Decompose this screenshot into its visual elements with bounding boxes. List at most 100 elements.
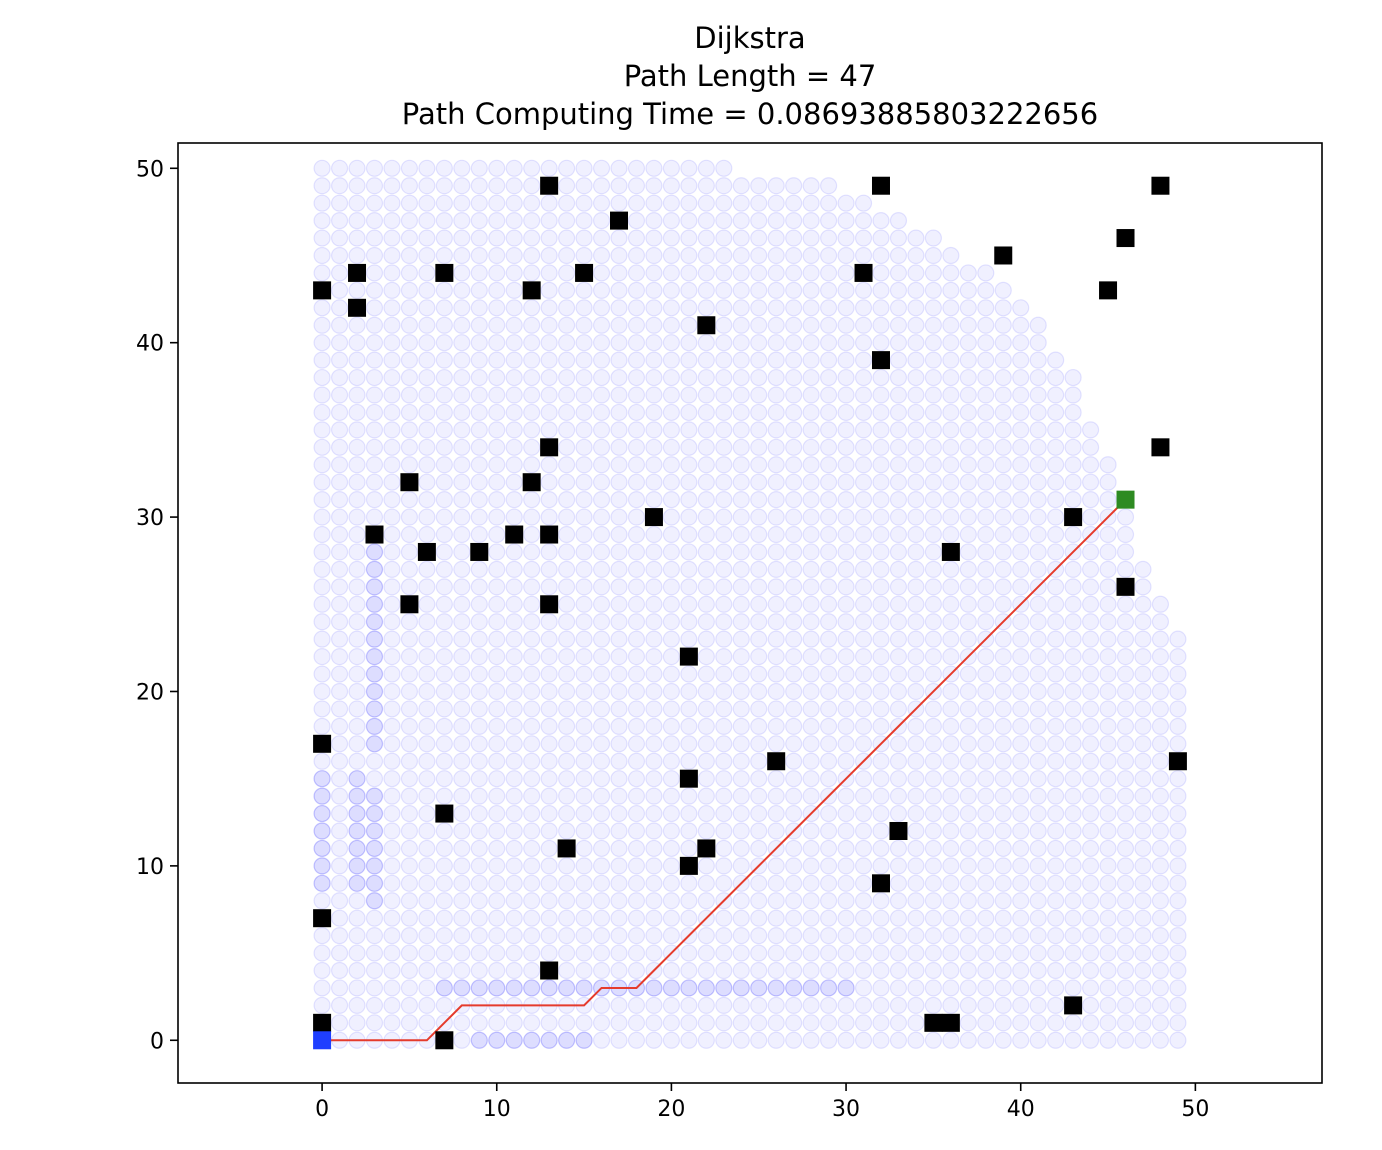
explored-point	[400, 491, 419, 509]
explored-point	[575, 804, 593, 823]
explored-point	[1081, 735, 1100, 753]
explored-point	[994, 560, 1012, 579]
explored-point	[837, 334, 855, 352]
explored-point	[680, 473, 698, 491]
explored-point	[942, 473, 960, 491]
explored-point	[313, 578, 331, 596]
explored-point	[785, 804, 803, 823]
explored-point	[1064, 613, 1082, 631]
explored-point	[1099, 944, 1117, 962]
obstacle-cell	[470, 542, 489, 561]
explored-point	[959, 735, 977, 753]
explored-point	[837, 560, 855, 579]
explored-point	[942, 630, 960, 648]
explored-point	[1081, 647, 1100, 666]
explored-point	[1064, 787, 1082, 805]
explored-point	[977, 804, 995, 823]
explored-point	[785, 787, 803, 805]
explored-point	[540, 700, 558, 718]
explored-point	[645, 264, 663, 282]
explored-point	[330, 961, 349, 980]
revisited-point	[365, 595, 384, 613]
explored-point	[1151, 770, 1170, 788]
explored-point	[889, 246, 908, 265]
explored-point	[313, 839, 331, 858]
explored-point	[732, 246, 750, 265]
explored-point	[435, 961, 453, 980]
explored-point	[383, 857, 401, 875]
explored-point	[453, 717, 471, 735]
explored-point	[697, 246, 715, 265]
revisited-point	[662, 979, 681, 997]
explored-point	[715, 735, 733, 753]
explored-point	[959, 700, 977, 718]
explored-point	[383, 909, 401, 927]
explored-point	[889, 473, 908, 491]
explored-point	[837, 717, 855, 735]
explored-point	[662, 368, 681, 387]
obstacle-cell	[557, 839, 576, 858]
explored-point	[662, 438, 681, 456]
explored-point	[1151, 682, 1170, 701]
explored-point	[365, 299, 384, 317]
explored-point	[540, 386, 558, 404]
explored-point	[348, 630, 366, 648]
path-line	[322, 498, 1127, 1042]
explored-point	[523, 804, 541, 823]
explored-point	[1047, 804, 1065, 823]
explored-point	[505, 647, 523, 666]
explored-point	[785, 909, 803, 927]
explored-point	[785, 334, 803, 352]
explored-point	[627, 857, 646, 875]
explored-point	[889, 909, 908, 927]
explored-point	[523, 1031, 541, 1049]
explored-point	[627, 194, 646, 212]
explored-point	[1116, 543, 1135, 561]
plot-frame	[177, 142, 1323, 1084]
explored-point	[383, 822, 401, 840]
explored-point	[627, 961, 646, 980]
explored-point	[470, 421, 488, 439]
obstacle-cell	[348, 298, 367, 317]
explored-point	[453, 194, 471, 212]
explored-point	[1047, 525, 1065, 544]
explored-point	[697, 700, 715, 718]
explored-point	[627, 822, 646, 840]
explored-point	[1151, 909, 1170, 927]
explored-point	[348, 316, 366, 334]
explored-point	[435, 892, 453, 910]
explored-point	[802, 787, 820, 805]
explored-point	[907, 613, 925, 631]
explored-point	[889, 386, 908, 404]
explored-point	[802, 368, 820, 387]
explored-point	[592, 212, 611, 230]
explored-point	[732, 316, 750, 334]
explored-point	[680, 700, 698, 718]
explored-point	[400, 613, 419, 631]
explored-point	[488, 299, 506, 317]
explored-point	[1134, 857, 1152, 875]
explored-point	[907, 246, 925, 265]
explored-point	[330, 682, 349, 701]
explored-point	[470, 700, 488, 718]
explored-point	[767, 996, 785, 1014]
explored-point	[785, 194, 803, 212]
explored-point	[697, 177, 715, 195]
explored-point	[1099, 647, 1117, 666]
explored-point	[819, 1031, 838, 1049]
explored-point	[1151, 944, 1170, 962]
explored-point	[1047, 647, 1065, 666]
explored-point	[715, 212, 733, 230]
explored-point	[523, 421, 541, 439]
explored-point	[959, 316, 977, 334]
explored-point	[645, 665, 663, 683]
explored-point	[662, 665, 681, 683]
explored-point	[1116, 874, 1135, 892]
explored-point	[924, 508, 942, 526]
explored-point	[662, 334, 681, 352]
explored-point	[418, 473, 436, 491]
explored-point	[959, 717, 977, 735]
explored-point	[313, 456, 331, 474]
explored-point	[750, 1031, 768, 1049]
explored-point	[330, 578, 349, 596]
